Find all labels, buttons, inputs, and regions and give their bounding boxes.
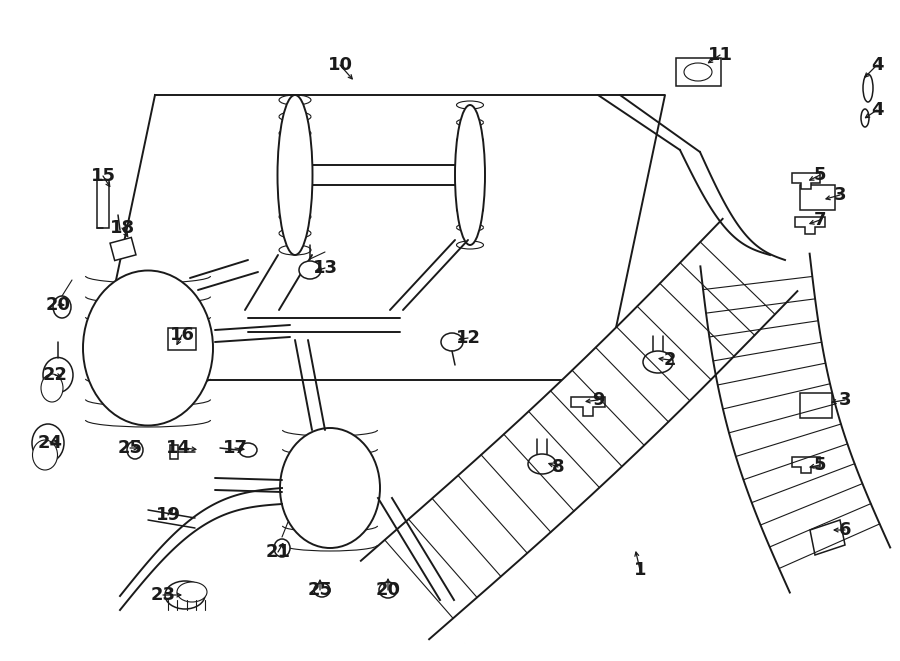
Ellipse shape [863,74,873,102]
Ellipse shape [455,105,485,245]
Text: 13: 13 [312,259,338,277]
Ellipse shape [643,351,673,373]
Ellipse shape [32,440,58,470]
Text: 8: 8 [552,458,564,476]
Ellipse shape [41,374,63,402]
Polygon shape [795,217,825,234]
Ellipse shape [861,109,869,127]
Polygon shape [792,173,820,189]
Text: 11: 11 [707,46,733,64]
Ellipse shape [274,539,290,557]
Polygon shape [800,185,835,210]
Ellipse shape [299,261,321,279]
Text: 9: 9 [592,391,604,409]
Polygon shape [700,254,890,592]
Text: 4: 4 [871,56,883,74]
Text: 19: 19 [156,506,181,524]
Text: 18: 18 [110,219,135,237]
Text: 12: 12 [455,329,481,347]
Text: 5: 5 [814,166,826,184]
Polygon shape [110,237,136,260]
Polygon shape [810,520,845,555]
Ellipse shape [127,441,143,459]
Ellipse shape [239,443,257,457]
Text: 20: 20 [46,296,70,314]
Polygon shape [792,457,820,473]
Text: 1: 1 [634,561,646,579]
Text: 7: 7 [814,211,826,229]
Text: 22: 22 [42,366,68,384]
Polygon shape [676,58,721,86]
Text: 6: 6 [839,521,851,539]
Text: 21: 21 [266,543,291,561]
Text: 5: 5 [814,456,826,474]
Text: 2: 2 [664,351,676,369]
Text: 17: 17 [222,439,248,457]
Text: 25: 25 [308,581,332,599]
Ellipse shape [280,428,380,548]
Polygon shape [168,328,196,350]
Ellipse shape [165,581,205,609]
Ellipse shape [53,296,71,318]
Polygon shape [800,393,832,418]
Text: 24: 24 [38,434,62,452]
Polygon shape [571,397,605,416]
Ellipse shape [83,270,213,426]
Polygon shape [97,180,109,228]
Ellipse shape [277,95,312,255]
Polygon shape [170,445,178,459]
Ellipse shape [528,454,556,474]
Text: 3: 3 [833,186,846,204]
Text: 15: 15 [91,167,115,185]
Text: 3: 3 [839,391,851,409]
Ellipse shape [32,424,64,462]
Polygon shape [361,219,797,639]
Text: 14: 14 [166,439,191,457]
Text: 16: 16 [169,326,194,344]
Text: 25: 25 [118,439,142,457]
Text: 20: 20 [375,581,401,599]
Ellipse shape [314,583,330,597]
Text: 4: 4 [871,101,883,119]
Text: 10: 10 [328,56,353,74]
Ellipse shape [379,582,397,598]
Ellipse shape [177,582,207,602]
Ellipse shape [684,63,712,81]
Ellipse shape [43,358,73,393]
Text: 23: 23 [150,586,176,604]
Ellipse shape [441,333,463,351]
